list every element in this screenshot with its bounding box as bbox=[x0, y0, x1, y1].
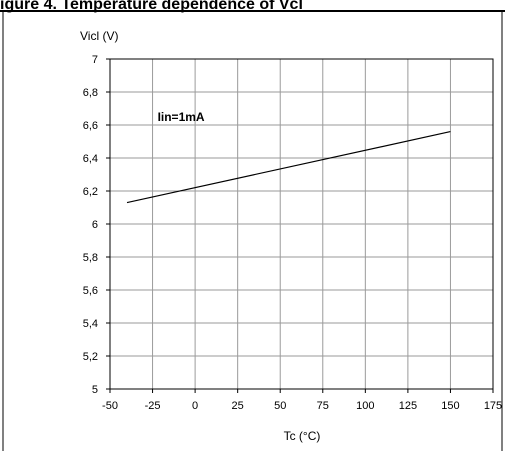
x-tick-label: 100 bbox=[356, 400, 374, 412]
annotation-label: Iin=1mA bbox=[158, 110, 205, 124]
y-axis-title: Vicl (V) bbox=[80, 29, 118, 43]
y-tick-label: 6,2 bbox=[83, 186, 98, 198]
grid bbox=[110, 59, 493, 389]
y-tick-label: 7 bbox=[92, 54, 98, 66]
y-tick-label: 6,8 bbox=[83, 87, 98, 99]
y-tick-label: 5,4 bbox=[83, 318, 98, 330]
x-tick-label: 175 bbox=[484, 400, 502, 412]
x-axis-title: Tc (°C) bbox=[284, 429, 321, 443]
y-tick-label: 5,8 bbox=[83, 252, 98, 264]
x-tick-label: 125 bbox=[399, 400, 417, 412]
x-tick-label: -50 bbox=[102, 400, 118, 412]
series-line bbox=[126, 131, 451, 204]
y-tick-label: 5,2 bbox=[83, 351, 98, 363]
header-fragment: igure 4. Temperature dependence of Vcl bbox=[0, 0, 303, 13]
x-tick-label: -25 bbox=[145, 400, 161, 412]
axis-tick-labels: -50 -25 0 25 50 75 100 125 150 175 5 5,2 5,4 5,6 5,8 6 6… bbox=[83, 54, 502, 412]
x-tick-label: 25 bbox=[232, 400, 244, 412]
y-tick-label: 6 bbox=[92, 219, 98, 231]
y-tick-label: 6,6 bbox=[83, 120, 98, 132]
y-tick-label: 5,6 bbox=[83, 285, 98, 297]
axis-ticks bbox=[106, 58, 494, 393]
x-tick-label: 0 bbox=[192, 400, 198, 412]
series-layer bbox=[126, 131, 451, 204]
y-tick-label: 6,4 bbox=[83, 153, 98, 165]
x-tick-label: 150 bbox=[441, 400, 459, 412]
y-tick-label: 5 bbox=[92, 384, 98, 396]
x-tick-label: 50 bbox=[274, 400, 286, 412]
x-tick-label: 75 bbox=[317, 400, 329, 412]
